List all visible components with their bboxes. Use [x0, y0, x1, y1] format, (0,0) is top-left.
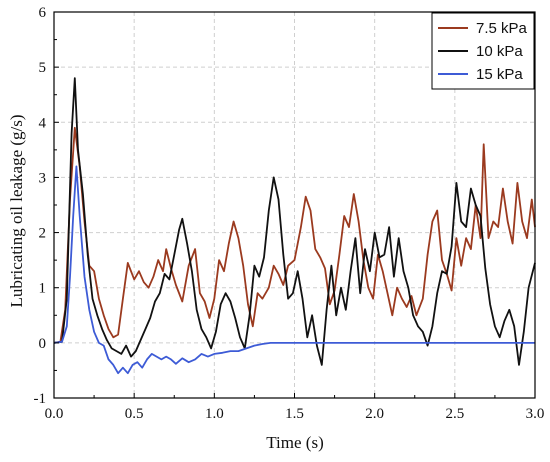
legend-label: 7.5 kPa: [476, 20, 528, 37]
x-tick-label: 3.0: [526, 406, 545, 422]
series-lines: [53, 77, 536, 375]
series-line-3: [53, 165, 535, 375]
y-tick-label: 0: [39, 336, 47, 352]
x-tick-label: 0.0: [45, 406, 64, 422]
x-tick-label: 0.5: [125, 406, 144, 422]
y-tick-label: -1: [34, 391, 47, 407]
x-tick-label: 1.5: [285, 406, 304, 422]
y-axis-title: Lubricating oil leakage (g/s): [7, 114, 26, 307]
legend-label: 10 kPa: [476, 43, 523, 60]
x-axis-title: Time (s): [266, 433, 323, 452]
y-tick-label: 3: [39, 170, 47, 186]
x-tick-label: 2.5: [445, 406, 464, 422]
legend-label: 15 kPa: [476, 66, 523, 83]
x-tick-label: 1.0: [205, 406, 224, 422]
y-tick-label: 4: [39, 115, 47, 131]
y-tick-label: 2: [39, 226, 47, 242]
axis-ticks: 0.0 0.5 1.0 1.5 2.0 2.5 3.0 -1 0 1 2 3 4 5 6: [34, 5, 545, 422]
series-line-1: [53, 126, 536, 344]
y-tick-label: 5: [39, 60, 47, 76]
y-tick-label: 6: [39, 5, 47, 21]
x-tick-label: 2.0: [365, 406, 384, 422]
legend: 7.5 kPa 10 kPa 15 kPa: [431, 12, 535, 90]
y-tick-label: 1: [39, 281, 47, 297]
series-line-2: [53, 77, 536, 366]
